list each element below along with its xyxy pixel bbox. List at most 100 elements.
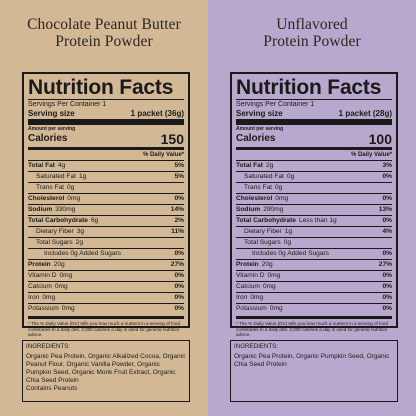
nutrient-daily-value: 4% [382,228,392,235]
nutrient-label: Trans Fat [244,184,272,191]
product-title: Chocolate Peanut Butter Protein Powder [0,16,208,50]
nutrient-name-amount: Trans Fat 0g [36,183,74,193]
nutrient-row: Sodium 290mg 13% [236,204,392,215]
nutrient-label: Iron [236,294,248,301]
nutrient-name-amount: Sodium 290mg [236,205,283,215]
nutrient-daily-value: 0% [382,217,392,224]
nutrient-amount: 0mg [42,294,56,301]
nutrient-label: Sodium [236,206,261,213]
nutrient-name-amount: Total Carbohydrate 6g [28,216,98,226]
nutrient-daily-value: 27% [378,261,392,268]
ingredients-box: INGREDIENTS: Organic Pea Protein, Organi… [22,340,190,402]
nutrient-name-amount: Total Sugars 2g [36,238,83,248]
nutrient-amount: 0g [66,184,75,191]
nutrient-label: Dietary Fiber [36,228,74,235]
calories-value: 150 [160,131,184,147]
nutrient-label: Calcium [28,283,52,290]
nutrient-label: Protein [28,261,51,268]
nutrient-amount: 0g [283,239,291,246]
nutrient-label: Iron [28,294,40,301]
nutrient-daily-value: 0% [174,272,184,279]
nutrient-row: Calcium 0mg 0% [236,281,392,292]
nutrient-name-amount: Total Sugars 0g [244,238,291,248]
product-title-line2: Protein Powder [263,33,361,50]
nutrient-label: Total Carbohydrate [236,217,296,224]
nutrient-row: Saturated Fat 1g 5% [28,171,184,182]
nutrient-name-amount: Sodium 330mg [28,205,75,215]
nutrient-amount: 290mg [263,206,284,213]
nutrient-daily-value: 0% [382,305,392,312]
nutrient-row: Potassium 0mg 0% [28,303,184,314]
nutrient-label: Vitamin D [236,272,265,279]
nutrient-amount: 0mg [61,305,75,312]
nutrient-daily-value: 2% [174,217,184,224]
nutrient-name-amount: Protein 20g [236,260,273,270]
nutrient-daily-value: 0% [382,250,392,257]
ingredients-text: Organic Pea Protein, Organic Alkalized C… [26,353,186,384]
nutrient-amount: 4g [57,162,66,169]
nutrient-amount: 330mg [55,206,76,213]
nutrient-row: Iron 0mg 0% [28,292,184,303]
nutrient-daily-value: 27% [170,261,184,268]
nutrient-name-amount: Iron 0mg [28,293,55,303]
product-title-line1: Unflavored [276,16,348,33]
chocolate-column: Chocolate Peanut Butter Protein Powder N… [0,0,208,416]
nutrient-row: Saturated Fat 0g 0% [236,171,392,182]
nutrient-amount: 6g [90,217,99,224]
nutrient-label: Protein [236,261,259,268]
nutrient-daily-value: 14% [170,206,184,213]
nutrient-label: Sodium [28,206,53,213]
nutrient-label: Potassium [236,305,267,312]
calories-label: Calories [28,133,68,144]
nutrient-name-amount: Calcium 0mg [28,282,68,292]
calories-value: 100 [368,131,392,147]
nutrient-daily-value: 0% [382,272,392,279]
nutrient-label: Total Sugars [36,239,73,246]
serving-size-label: Serving size [236,109,283,118]
nutrient-label: Cholesterol [236,195,273,202]
daily-value-header: % Daily Value* [142,152,184,158]
nutrient-row: Sodium 330mg 14% [28,204,184,215]
calories-row: Calories 150 [28,132,184,146]
nutrient-daily-value: 0% [382,294,392,301]
nutrient-daily-value: 0% [174,250,184,257]
nutrient-amount: 20g [261,261,273,268]
nutrient-name-amount: Trans Fat 0g [244,183,282,193]
serving-size-value: 1 packet (28g) [338,109,392,118]
ingredients-heading: INGREDIENTS: [234,343,279,350]
nutrient-row: Total Fat 2g 3% [236,160,392,171]
nutrient-daily-value: 5% [174,162,184,169]
nutrient-amount: 20g [53,261,65,268]
nutrient-amount: Less than 1g [298,217,337,224]
nutrient-label: Vitamin D [28,272,57,279]
ingredients-box: INGREDIENTS: Organic Pea Protein, Organi… [230,340,398,402]
nutrition-facts-panel: Nutrition Facts Servings Per Container 1… [230,72,398,337]
nutrient-daily-value: 5% [174,173,184,180]
nutrient-amount: 3g [76,228,85,235]
nutrient-name-amount: Protein 20g [28,260,65,270]
unflavored-column: Unflavored Protein Powder Nutrition Fact… [208,0,416,416]
nutrient-name-amount: Includes 0g Added Sugars [44,249,124,259]
calories-row: Calories 100 [236,132,392,146]
nutrient-row: Dietary Fiber 1g 4% [236,226,392,237]
nutrient-name-amount: Calcium 0mg [236,282,276,292]
nutrient-amount: 2g [75,239,83,246]
nutrient-label: Calcium [236,283,260,290]
nutrient-label: Total Fat [236,162,263,169]
nutrient-name-amount: Saturated Fat 0g [244,172,294,182]
servings-per-container: Servings Per Container 1 [236,101,315,108]
nutrient-amount: 0mg [59,272,73,279]
nutrient-row: Vitamin D 0mg 0% [28,270,184,281]
nutrition-facts-heading: Nutrition Facts [236,76,382,99]
product-title-line1: Chocolate Peanut Butter [27,16,181,33]
nutrient-name-amount: Dietary Fiber 3g [36,227,84,237]
ingredients-text: Organic Pea Protein, Organic Pumpkin See… [234,353,390,368]
nutrient-daily-value: 13% [378,206,392,213]
nutrient-row: Cholesterol 0mg 0% [28,193,184,204]
nutrient-name-amount: Iron 0mg [236,293,263,303]
product-title: Unflavored Protein Powder [208,16,416,50]
nutrient-amount: 0mg [250,294,264,301]
nutrient-amount: 0mg [262,283,276,290]
nutrient-name-amount: Total Fat 2g [236,161,273,171]
